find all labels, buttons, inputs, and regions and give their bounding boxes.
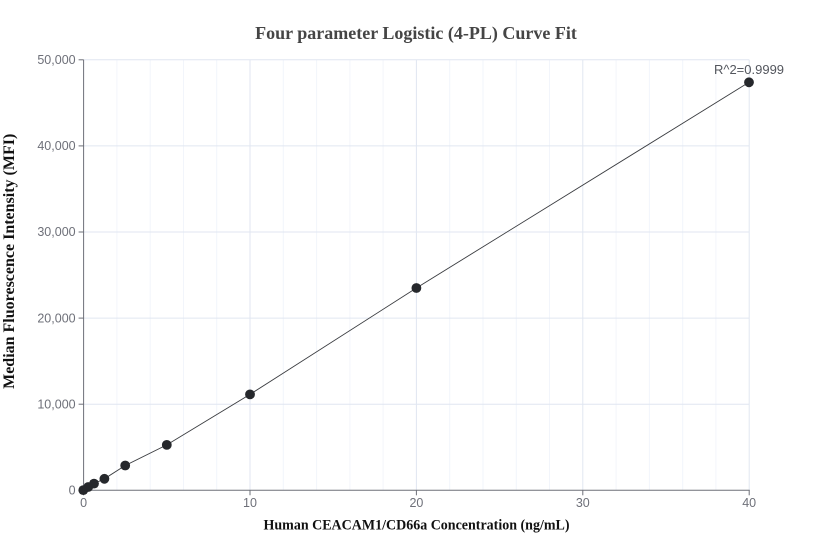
svg-text:0: 0 — [69, 484, 76, 498]
svg-text:Four parameter Logistic (4-PL): Four parameter Logistic (4-PL) Curve Fit — [255, 23, 577, 44]
svg-text:R^2=0.9999: R^2=0.9999 — [714, 62, 784, 77]
svg-text:10,000: 10,000 — [37, 397, 75, 411]
svg-text:30,000: 30,000 — [37, 225, 75, 239]
svg-text:20,000: 20,000 — [37, 311, 75, 325]
svg-text:40,000: 40,000 — [37, 139, 75, 153]
svg-text:Human CEACAM1/CD66a Concentrat: Human CEACAM1/CD66a Concentration (ng/mL… — [264, 518, 570, 534]
svg-text:20: 20 — [409, 496, 423, 510]
svg-text:50,000: 50,000 — [37, 53, 75, 67]
svg-text:10: 10 — [243, 496, 257, 510]
svg-text:30: 30 — [576, 496, 590, 510]
svg-text:40: 40 — [742, 496, 756, 510]
svg-text:Median Fluorescence Intensity: Median Fluorescence Intensity (MFI) — [1, 134, 18, 389]
svg-text:0: 0 — [80, 496, 87, 510]
